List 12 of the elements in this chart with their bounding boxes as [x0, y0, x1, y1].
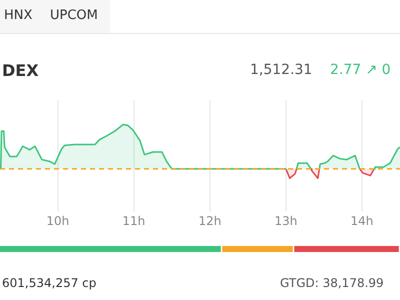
- x-tick-label: 11h: [122, 214, 146, 228]
- text: 2.77 ↗ 0: [330, 62, 391, 78]
- x-tick-label: 10h: [46, 214, 70, 228]
- text: HNX: [4, 8, 32, 23]
- chart-title: DEX: [2, 61, 39, 80]
- x-tick-label: 13h: [274, 214, 298, 228]
- text: 1,512.31: [250, 62, 312, 78]
- text: 601,534,257 cp: [2, 276, 96, 290]
- x-tick-label: 14h: [350, 214, 374, 228]
- text: GTGD: 38,178.99: [280, 276, 384, 290]
- text: UPCOM: [50, 8, 98, 23]
- x-tick-label: 12h: [198, 214, 222, 228]
